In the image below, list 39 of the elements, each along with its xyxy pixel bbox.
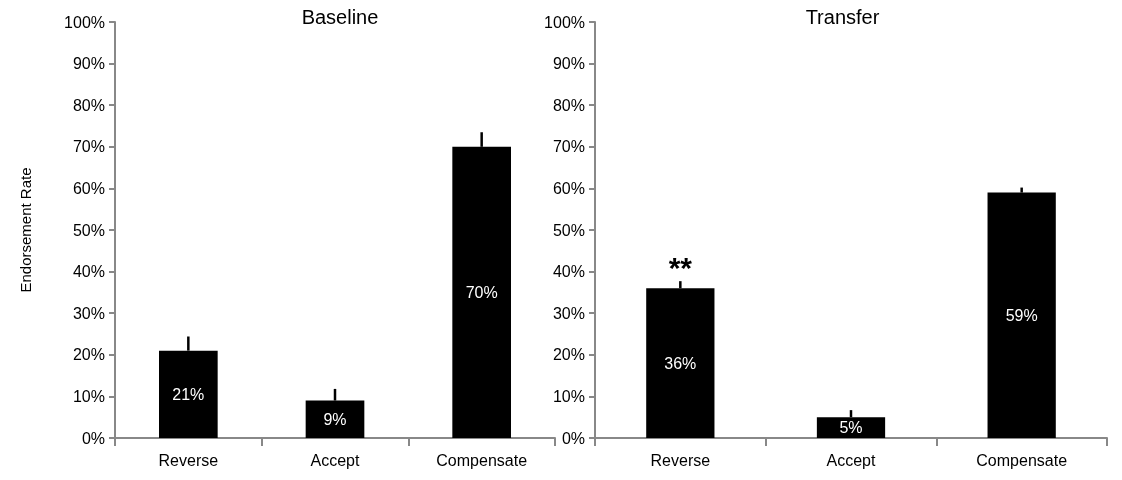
data-label: 36% [664,354,697,372]
y-tick-label: 90% [72,55,105,73]
y-tick-label: 50% [72,221,105,239]
x-tick-label: Reverse [158,451,219,469]
y-tick-label: 40% [72,263,105,281]
y-tick-label: 10% [552,387,585,405]
y-axis-title: Endorsement Rate [17,167,34,293]
data-label: 70% [465,283,498,301]
y-tick-label: 100% [544,13,585,31]
annotation: ** [668,250,693,284]
y-tick-label: 80% [72,96,105,114]
x-tick-label: Compensate [976,451,1068,469]
data-label: 5% [839,419,863,437]
y-tick-label: 70% [72,138,105,156]
y-tick-label: 40% [552,263,585,281]
data-label: 59% [1005,306,1038,324]
y-tick-label: 70% [552,138,585,156]
data-label: 9% [323,410,347,428]
y-tick-label: 30% [72,304,105,322]
y-tick-label: 60% [552,179,585,197]
y-tick-label: 0% [81,429,105,447]
y-tick-label: 60% [72,179,105,197]
y-tick-label: 80% [552,96,585,114]
y-tick-label: 20% [72,346,105,364]
x-tick-label: Accept [310,451,361,469]
x-tick-label: Accept [826,451,877,469]
data-label: 21% [172,385,205,403]
y-tick-label: 30% [552,304,585,322]
y-tick-label: 10% [72,387,105,405]
chart-title: Baseline [301,6,379,28]
x-tick-label: Compensate [436,451,528,469]
y-tick-label: 50% [552,221,585,239]
y-tick-label: 20% [552,346,585,364]
y-tick-label: 90% [552,55,585,73]
y-tick-label: 100% [64,13,105,31]
bar [987,192,1056,438]
y-tick-label: 0% [561,429,585,447]
chart-title: Transfer [805,6,880,28]
x-tick-label: Reverse [650,451,711,469]
